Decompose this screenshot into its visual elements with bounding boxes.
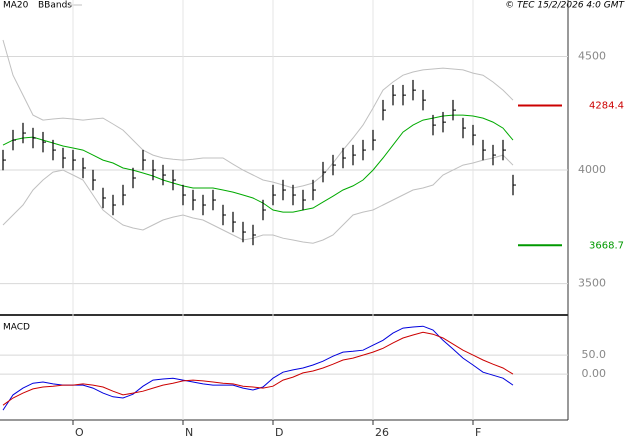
y-tick-label: 50.0 <box>582 348 607 361</box>
marker-label: 4284.4 <box>589 100 624 111</box>
band-upper <box>2 39 514 189</box>
macd-line <box>2 325 514 411</box>
legend-ma: MA20 <box>3 1 29 11</box>
y-tick-label: 3500 <box>578 277 606 290</box>
x-tick-label: F <box>475 426 481 439</box>
marker-label: 3668.7 <box>589 240 624 251</box>
ma-line <box>2 114 514 213</box>
y-tick-label: 4000 <box>578 163 606 176</box>
plot-bg <box>0 0 568 420</box>
x-tick-label: 26 <box>375 426 389 439</box>
macd-title: MACD <box>3 323 30 333</box>
x-tick-label: O <box>75 426 84 439</box>
x-tick-label: D <box>275 426 283 439</box>
band-lower <box>2 154 514 244</box>
x-tick-label: N <box>185 426 193 439</box>
y-tick-label: 0.00 <box>582 367 607 380</box>
source: © TEC 15/2/2026 4:0 GMT <box>505 1 625 11</box>
macd-line <box>2 331 514 406</box>
legend-bands: BBands <box>38 1 72 11</box>
y-tick-label: 4500 <box>578 50 606 63</box>
